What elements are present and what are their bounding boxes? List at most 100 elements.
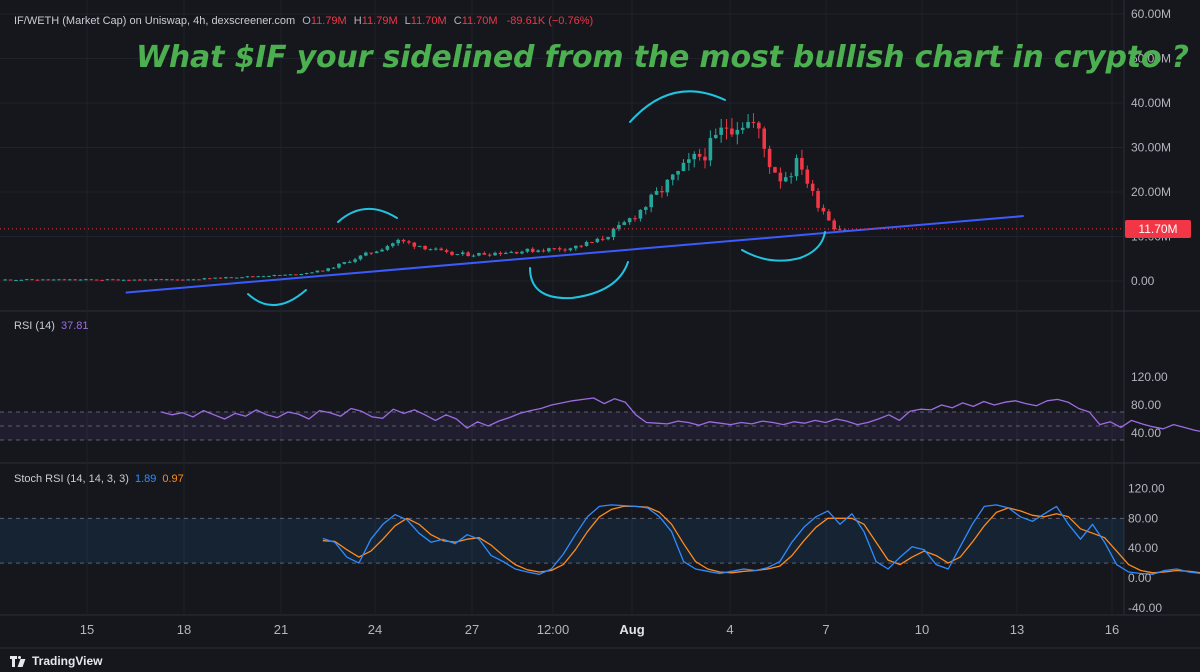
candle-body <box>417 245 422 247</box>
price-axis-label: 0.00 <box>1131 274 1155 288</box>
candle-body <box>94 279 99 281</box>
candle-body <box>121 279 126 281</box>
ohlc-close-value: 11.70M <box>461 15 498 27</box>
candle-body <box>229 277 234 279</box>
candle-body <box>310 272 314 274</box>
candle-body <box>304 272 309 274</box>
annotation-arc-bottom-middle <box>529 261 629 300</box>
candle-body <box>773 167 777 173</box>
candle-body <box>740 127 745 130</box>
candle-body <box>810 183 815 191</box>
candle-body <box>827 211 831 221</box>
candle-body <box>703 156 707 161</box>
candle-body <box>789 176 793 178</box>
time-axis-label: 13 <box>1010 622 1024 637</box>
candle-body <box>487 254 492 256</box>
candle-body <box>191 279 196 281</box>
candle-body <box>611 228 616 238</box>
stoch-k-line <box>322 504 1200 575</box>
candle-body <box>213 277 217 279</box>
time-axis-label: 21 <box>274 622 288 637</box>
ohlc-high-label: H <box>353 15 362 27</box>
candle-body <box>552 248 557 250</box>
candle-body <box>347 261 352 263</box>
candle-body <box>89 279 94 281</box>
rsi-axis-label: 80.00 <box>1131 398 1161 412</box>
stoch-axis-label: 80.00 <box>1128 511 1158 525</box>
candle-body <box>724 127 729 129</box>
candle-body <box>439 248 444 251</box>
candle-body <box>3 279 7 281</box>
candle-body <box>390 243 395 247</box>
annotation-arc-bottom-left <box>247 289 307 307</box>
candle-body <box>455 254 460 256</box>
candle-body <box>164 279 169 281</box>
ohlc-open-label: O <box>302 15 311 27</box>
stoch-k-value: 1.89 <box>134 473 157 485</box>
candle-body <box>579 245 583 247</box>
candle-body <box>794 157 799 177</box>
tradingview-brand[interactable]: TradingView <box>10 650 102 672</box>
candle-body <box>261 276 266 278</box>
candle-body <box>719 127 723 135</box>
candle-body <box>19 279 24 281</box>
candle-body <box>326 268 330 272</box>
candle-body <box>832 220 837 230</box>
candle-body <box>590 241 594 243</box>
candle-body <box>557 248 562 250</box>
candle-body <box>137 279 142 281</box>
rsi-legend[interactable]: RSI (14) 37.81 <box>14 320 89 332</box>
candle-body <box>396 239 400 244</box>
candle-body <box>364 252 368 256</box>
candle-body <box>783 177 788 182</box>
candle-body <box>207 278 212 280</box>
support-trendline <box>125 215 1024 294</box>
candle-body <box>428 249 433 251</box>
candle-body <box>240 277 244 279</box>
candle-body <box>407 241 411 243</box>
candle-body <box>46 279 51 281</box>
candle-body <box>51 279 56 281</box>
price-axis-label: 20.00M <box>1131 185 1171 199</box>
price-pane <box>0 113 1124 294</box>
candle-body <box>687 159 691 163</box>
candle-body <box>600 238 605 240</box>
candle-body <box>525 248 530 252</box>
candle-body <box>837 229 842 231</box>
candle-body <box>735 129 740 135</box>
candle-body <box>805 169 810 184</box>
candle-body <box>41 279 45 281</box>
candle-body <box>606 237 610 240</box>
candle-body <box>315 270 320 273</box>
rsi-line <box>161 397 1200 432</box>
candle-body <box>272 275 277 277</box>
candle-body <box>584 241 589 246</box>
candle-body <box>654 191 659 195</box>
candle-body <box>353 259 357 262</box>
stoch-rsi-legend[interactable]: Stoch RSI (14, 14, 3, 3) 1.89 0.97 <box>14 473 184 485</box>
time-axis-label: 16 <box>1105 622 1119 637</box>
symbol-title[interactable]: IF/WETH (Market Cap) on Uniswap, 4h, dex… <box>14 15 296 27</box>
candle-body <box>197 279 201 281</box>
candle-body <box>509 251 514 253</box>
candle-body <box>24 279 29 281</box>
candle-body <box>816 190 820 208</box>
candle-body <box>676 171 680 175</box>
candle-body <box>105 279 110 281</box>
ohlc-low-value: 11.70M <box>410 15 447 27</box>
candle-body <box>450 251 454 255</box>
annotation-arc-bottom-right <box>741 231 826 262</box>
candle-body <box>638 209 643 219</box>
candle-body <box>358 255 363 260</box>
candle-body <box>692 153 697 160</box>
candle-body <box>536 250 540 252</box>
candle-body <box>778 172 783 182</box>
price-axis-label: 40.00M <box>1131 96 1171 110</box>
candle-body <box>568 248 573 251</box>
candle-body <box>154 279 158 281</box>
candle-body <box>8 279 13 281</box>
candle-body <box>57 279 61 281</box>
price-axis-label: 60.00M <box>1131 7 1171 21</box>
